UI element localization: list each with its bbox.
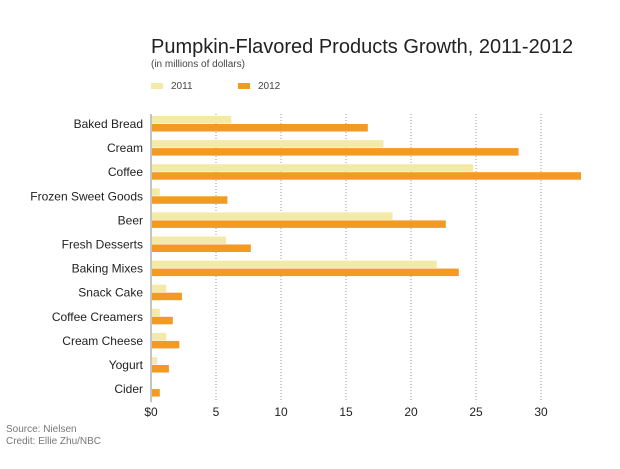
bar-2012 [152, 220, 446, 228]
legend-label-2011: 2011 [171, 80, 193, 92]
category-label: Coffee [108, 165, 143, 179]
legend-swatch-2012 [238, 83, 250, 89]
bar-2011 [152, 357, 158, 365]
credit-note: Credit: Ellie Zhu/NBC [6, 436, 102, 447]
bar-2012 [152, 244, 251, 252]
bar-2012 [152, 340, 180, 349]
bar-2011 [152, 140, 384, 148]
bar-2011 [152, 188, 160, 196]
chart-title: Pumpkin-Flavored Products Growth, 2011-2… [151, 36, 574, 58]
bar-2012 [152, 365, 169, 373]
bar-2011 [152, 212, 393, 220]
bar-2012 [152, 316, 173, 325]
category-label: Yogurt [109, 358, 144, 372]
bar-2011 [152, 164, 474, 172]
bar-2012 [152, 124, 368, 132]
bar-2012 [152, 389, 160, 397]
category-label: Fresh Desserts [62, 238, 143, 252]
category-label: Coffee Creamers [52, 310, 143, 324]
x-tick-label: 30 [534, 405, 548, 419]
legend-item-2012: 2012 [238, 80, 280, 92]
x-tick-label: 15 [339, 405, 353, 419]
bar-2012 [152, 268, 459, 277]
bar-2012 [152, 196, 228, 204]
category-label: Cream Cheese [62, 334, 143, 348]
bar-2012 [152, 148, 519, 156]
bar-2011 [152, 260, 437, 269]
bar-2011 [152, 236, 227, 244]
category-label: Cream [107, 141, 143, 155]
category-label: Snack Cake [78, 286, 143, 300]
legend-swatch-2011 [151, 83, 163, 89]
category-label: Baked Bread [74, 117, 143, 131]
chart-subtitle: (in millions of dollars) [151, 59, 245, 70]
legend-item-2011: 2011 [151, 80, 193, 92]
x-tick-label: 5 [213, 405, 220, 419]
bar-2011 [152, 332, 167, 341]
category-label: Beer [118, 213, 143, 227]
x-tick-label: 25 [469, 405, 483, 419]
bar-2012 [152, 172, 581, 180]
bar-2011 [152, 284, 167, 293]
bar-2011 [152, 116, 232, 124]
bar-2012 [152, 292, 182, 301]
x-tick-label: 20 [404, 405, 418, 419]
category-label: Frozen Sweet Goods [30, 189, 143, 203]
x-tick-label: 10 [274, 405, 288, 419]
legend-label-2012: 2012 [258, 80, 281, 92]
source-note: Source: Nielsen [6, 424, 77, 435]
x-tick-label: $0 [144, 405, 158, 419]
bar-2011 [152, 308, 160, 317]
category-label: Baking Mixes [72, 262, 143, 276]
category-label: Cider [114, 382, 143, 396]
